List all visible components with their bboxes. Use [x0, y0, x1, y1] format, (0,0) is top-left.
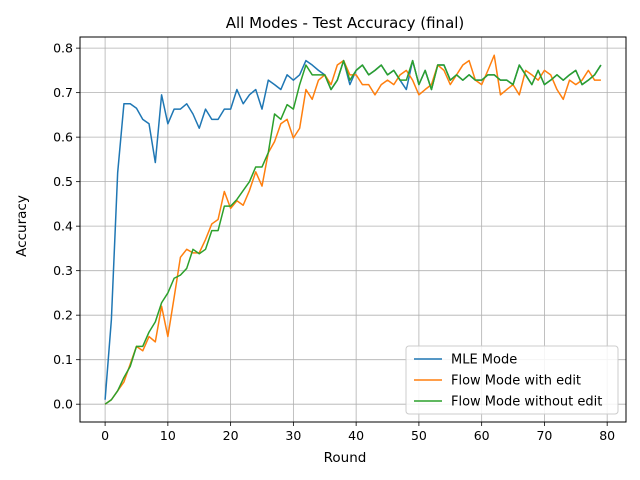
- legend-label-1: Flow Mode with edit: [451, 374, 581, 389]
- x-tick-label: 20: [223, 428, 239, 443]
- plot-frame: [79, 36, 627, 423]
- x-tick-label: 60: [474, 428, 490, 443]
- y-tick-label: 0.1: [53, 352, 73, 367]
- x-axis-label: Round: [324, 450, 367, 466]
- series-line-2: [104, 59, 602, 405]
- y-tick-label: 0.4: [53, 219, 73, 234]
- x-tick-label: 50: [411, 428, 427, 443]
- y-tick-label: 0.3: [53, 263, 73, 278]
- y-axis-label: Accuracy: [14, 195, 30, 257]
- x-tick-label: 40: [348, 428, 364, 443]
- axis-ticks: 0 10 20 30 40 50 60 70 80 0.0 0.1 0.2 0.3 0.4 0.5 0.6 0.…: [53, 41, 615, 443]
- chart-title: All Modes - Test Accuracy (final): [226, 14, 465, 32]
- y-tick-label: 0.7: [53, 85, 73, 100]
- x-tick-label: 10: [160, 428, 176, 443]
- y-tick-label: 0.0: [53, 397, 73, 412]
- y-tick-label: 0.8: [53, 41, 73, 56]
- x-tick-label: 80: [599, 428, 615, 443]
- legend-label-2: Flow Mode without edit: [451, 395, 602, 410]
- legend: MLE Mode Flow Mode with edit Flow Mode wit…: [405, 345, 619, 415]
- x-tick-label: 0: [101, 428, 109, 443]
- series-lines: [104, 54, 602, 405]
- y-tick-label: 0.6: [53, 130, 73, 145]
- x-tick-label: 30: [285, 428, 301, 443]
- y-tick-label: 0.5: [53, 174, 73, 189]
- legend-box: [405, 345, 619, 415]
- legend-label-0: MLE Mode: [451, 353, 517, 368]
- y-tick-label: 0.2: [53, 308, 73, 323]
- x-tick-label: 70: [536, 428, 552, 443]
